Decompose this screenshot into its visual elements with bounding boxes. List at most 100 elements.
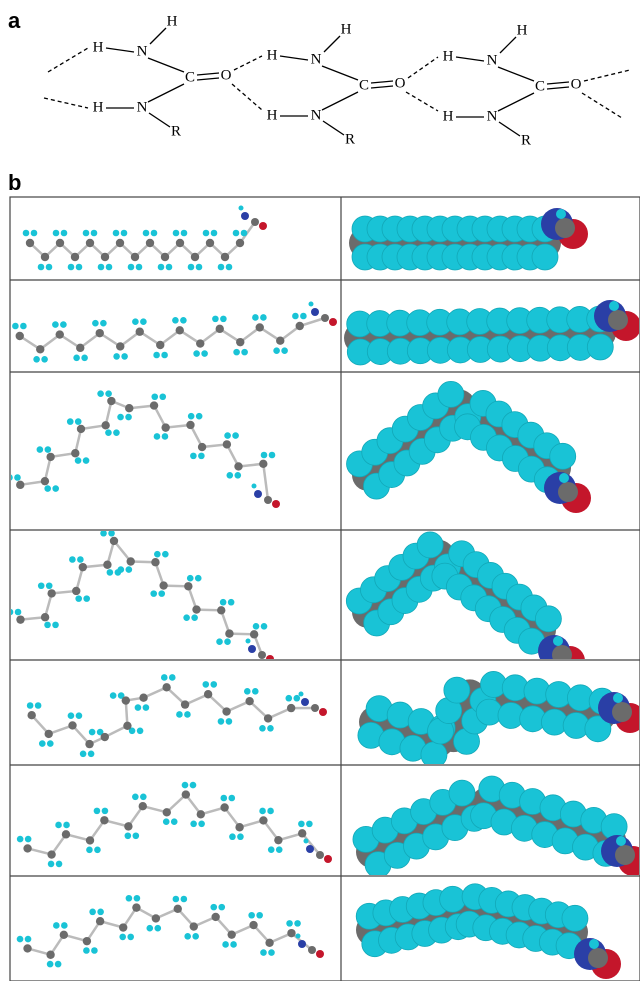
hydrogen	[163, 818, 170, 825]
hydrogen	[532, 244, 558, 270]
carbon	[26, 239, 34, 247]
bond	[322, 92, 358, 110]
hydrogen	[86, 847, 93, 854]
hydrogen	[220, 316, 227, 323]
carbon	[136, 328, 144, 336]
carbon	[225, 629, 233, 637]
carbon	[265, 939, 273, 947]
hydrogen	[241, 349, 248, 356]
bond	[498, 93, 534, 111]
hydrogen	[126, 566, 133, 573]
nitrogen	[306, 845, 314, 853]
bond	[30, 222, 255, 257]
hydrogen	[94, 847, 101, 854]
panel-label: b	[8, 170, 21, 195]
hydrogen	[35, 702, 42, 709]
carbon	[236, 338, 244, 346]
hydrogen	[449, 780, 475, 806]
hydrogen	[154, 433, 161, 440]
hydrogen	[176, 711, 183, 718]
hydrogen	[292, 313, 299, 320]
hydrogen	[616, 836, 626, 846]
hydrogen	[218, 718, 225, 725]
atom-label: C	[359, 77, 369, 93]
nitrogen	[301, 698, 309, 706]
atom-label: O	[571, 76, 582, 92]
hydrogen	[110, 692, 117, 699]
h-bond	[48, 48, 88, 72]
atom-label: R	[521, 132, 531, 148]
hydrogen	[47, 961, 54, 968]
atom-label: H	[443, 108, 454, 124]
carbon	[27, 711, 35, 719]
hydrogen	[61, 230, 68, 237]
hydrogen	[69, 556, 76, 563]
hydrogen	[20, 323, 27, 330]
hydrogen	[276, 846, 283, 853]
carbon	[156, 341, 164, 349]
hydrogen	[169, 674, 176, 681]
atom-label: H	[93, 99, 104, 115]
hydrogen	[232, 432, 239, 439]
hydrogen	[556, 209, 566, 219]
carbon	[124, 822, 132, 830]
carbon	[107, 397, 115, 405]
carbon	[198, 443, 206, 451]
hydrogen	[33, 356, 40, 363]
space-fill-model	[347, 381, 591, 513]
hydrogen	[68, 264, 75, 271]
bond	[371, 86, 393, 88]
h-bond	[582, 93, 622, 118]
hydrogen	[201, 350, 208, 357]
hydrogen	[252, 484, 257, 489]
hydrogen	[267, 725, 274, 732]
carbon	[221, 253, 229, 261]
carbon	[68, 721, 76, 729]
hydrogen	[241, 230, 248, 237]
hydrogen	[135, 704, 142, 711]
hydrogen	[226, 264, 233, 271]
carbon	[23, 844, 31, 852]
hydrogen	[106, 264, 113, 271]
carbon	[206, 239, 214, 247]
bond	[150, 28, 166, 44]
space-fill-model	[356, 884, 621, 979]
carbon	[125, 404, 133, 412]
hydrogen	[172, 317, 179, 324]
bond	[456, 57, 484, 61]
carbon	[274, 836, 282, 844]
hydrogen	[296, 934, 301, 939]
hydrogen	[158, 264, 165, 271]
hydrogen	[137, 727, 144, 734]
hydrogen	[98, 264, 105, 271]
carbon	[216, 325, 224, 333]
carbon	[223, 440, 231, 448]
hydrogen	[89, 729, 96, 736]
hydrogen	[15, 609, 22, 616]
hydrogen	[259, 808, 266, 815]
hydrogen	[25, 836, 32, 843]
hydrogen	[91, 230, 98, 237]
carbon	[227, 930, 235, 938]
carbon	[174, 905, 182, 913]
hydrogen	[216, 638, 223, 645]
carbon	[150, 401, 158, 409]
hydrogen	[269, 452, 276, 459]
hydrogen	[260, 949, 267, 956]
ball-stick-model	[17, 782, 332, 867]
carbon	[85, 740, 93, 748]
hydrogen	[52, 622, 59, 629]
hydrogen	[166, 264, 173, 271]
ball-stick-model	[17, 895, 324, 967]
hydrogen	[613, 693, 623, 703]
carbon	[186, 421, 194, 429]
carbon	[46, 453, 54, 461]
nitrogen	[311, 308, 319, 316]
hydrogen	[286, 920, 293, 927]
hydrogen	[173, 896, 180, 903]
hydrogen	[306, 821, 313, 828]
hydrogen	[237, 833, 244, 840]
hydrogen	[252, 688, 259, 695]
hydrogen	[212, 316, 219, 323]
hydrogen	[39, 740, 46, 747]
